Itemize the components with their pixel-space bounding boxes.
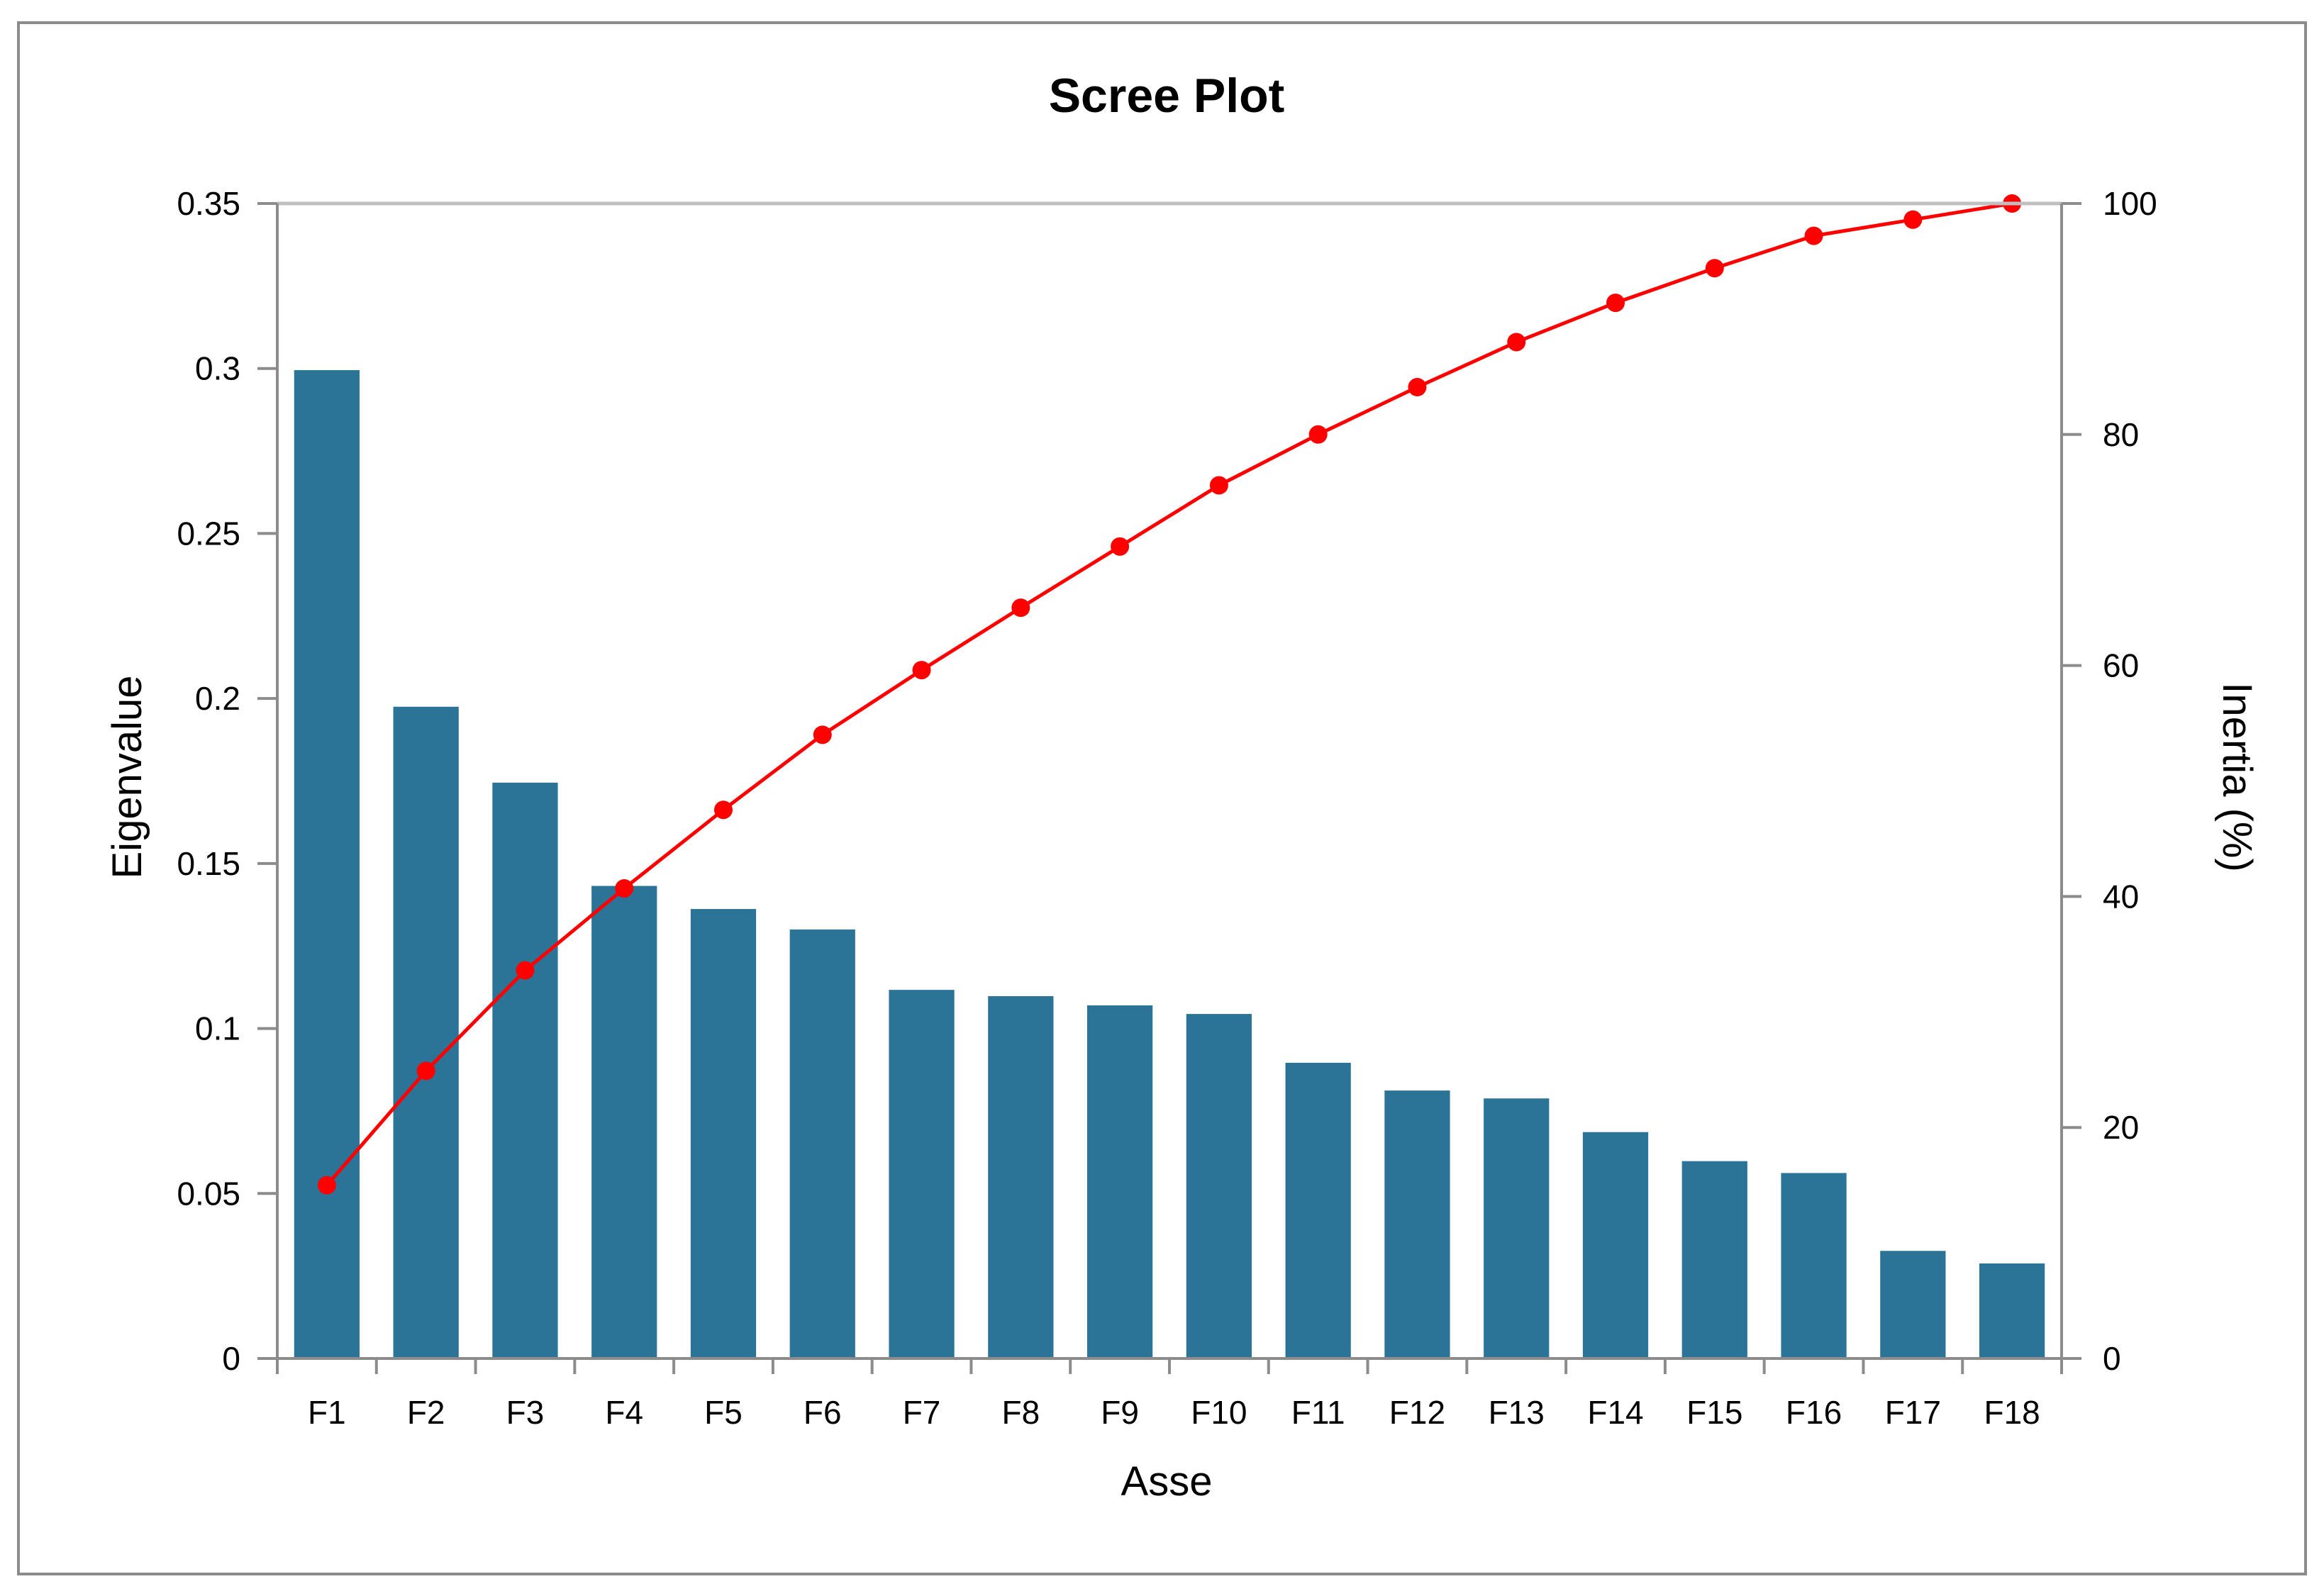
bar-f14 (1582, 1132, 1649, 1358)
inertia-point-f13 (1507, 333, 1526, 352)
y-tick-label: 0.2 (195, 680, 240, 717)
inertia-point-f3 (516, 961, 535, 980)
scree-plot-chart: Scree Plot 0 0.05 0.1 0.15 0.2 0.25 0.3 0.35 0 20… (104, 69, 2260, 1505)
y-tick-label: 0.05 (177, 1175, 240, 1212)
inertia-point-f9 (1111, 537, 1130, 556)
inertia-point-f2 (416, 1061, 435, 1081)
y-tick-label: 0.1 (195, 1010, 240, 1047)
y2-tick-label: 0 (2103, 1340, 2121, 1377)
x-tick-label: F16 (1786, 1394, 1842, 1431)
x-tick-label: F7 (903, 1394, 941, 1431)
bar-f4 (591, 886, 657, 1358)
inertia-point-f10 (1209, 476, 1228, 495)
bar-f7 (889, 990, 955, 1358)
bar-f3 (492, 782, 558, 1358)
y-tick-label: 0.15 (177, 845, 240, 882)
inertia-point-f6 (813, 725, 832, 744)
x-tick-label: F1 (308, 1394, 346, 1431)
y2-tick-label: 60 (2103, 647, 2139, 684)
x-tick-label: F15 (1686, 1394, 1742, 1431)
y2-tick-label: 100 (2103, 185, 2157, 222)
bar-f11 (1285, 1062, 1351, 1358)
bar-f17 (1880, 1251, 1946, 1358)
inertia-point-f17 (1903, 210, 1923, 229)
x-tick-label: F10 (1191, 1394, 1247, 1431)
inertia-point-f15 (1705, 259, 1724, 278)
y-tick-label: 0.3 (195, 350, 240, 387)
bar-f2 (393, 706, 459, 1358)
inertia-point-f14 (1606, 294, 1625, 313)
y-tick-label: 0 (222, 1340, 240, 1377)
x-tick-label: F14 (1587, 1394, 1643, 1431)
x-tick-label: F18 (1984, 1394, 2040, 1431)
chart-title: Scree Plot (1049, 69, 1285, 123)
x-tick-label: F12 (1389, 1394, 1445, 1431)
bar-f15 (1681, 1161, 1747, 1358)
y2-tick-label: 20 (2103, 1109, 2139, 1146)
inertia-point-f12 (1408, 378, 1427, 397)
inertia-point-f11 (1308, 425, 1328, 444)
axes-layer (257, 201, 2081, 1374)
bar-f12 (1384, 1090, 1450, 1358)
x-tick-label: F5 (704, 1394, 743, 1431)
bar-f16 (1781, 1173, 1847, 1358)
x-tick-label: F3 (506, 1394, 545, 1431)
bar-f8 (988, 995, 1054, 1358)
x-tick-label: F9 (1101, 1394, 1139, 1431)
inertia-point-f8 (1011, 598, 1030, 618)
inertia-point-f16 (1804, 226, 1823, 245)
x-tick-label: F13 (1489, 1394, 1545, 1431)
labels-layer: 0 0.05 0.1 0.15 0.2 0.25 0.3 0.35 0 20 40 60 80 100 F1… (177, 185, 2157, 1431)
y-tick-label: 0.35 (177, 185, 240, 222)
chart-frame: Scree Plot 0 0.05 0.1 0.15 0.2 0.25 0.3 0.35 0 20… (17, 21, 2307, 1575)
y2-axis-title: Inertia (%) (2214, 682, 2260, 872)
x-tick-label: F6 (804, 1394, 842, 1431)
bar-f13 (1484, 1098, 1550, 1358)
x-tick-label: F4 (605, 1394, 643, 1431)
y2-tick-label: 80 (2103, 416, 2139, 453)
bar-f9 (1086, 1005, 1153, 1358)
x-tick-label: F8 (1001, 1394, 1040, 1431)
bar-f10 (1186, 1014, 1252, 1358)
inertia-point-f7 (912, 661, 931, 680)
x-tick-label: F17 (1885, 1394, 1941, 1431)
x-tick-label: F11 (1291, 1394, 1345, 1431)
inertia-point-f1 (317, 1176, 336, 1195)
y2-tick-label: 40 (2103, 878, 2139, 915)
bars-layer (294, 370, 2045, 1358)
line-layer (317, 194, 2022, 1195)
inertia-point-f4 (615, 878, 634, 898)
bar-f18 (1979, 1263, 2045, 1358)
bar-f5 (690, 909, 757, 1358)
y-axis-title: Eigenvalue (104, 676, 150, 879)
inertia-point-f5 (714, 800, 733, 820)
bar-f1 (294, 370, 360, 1358)
inertia-line (325, 201, 2013, 1187)
x-axis-title: Asse (1121, 1458, 1213, 1505)
bar-f6 (789, 929, 855, 1358)
y-tick-label: 0.25 (177, 515, 240, 552)
x-tick-label: F2 (407, 1394, 445, 1431)
